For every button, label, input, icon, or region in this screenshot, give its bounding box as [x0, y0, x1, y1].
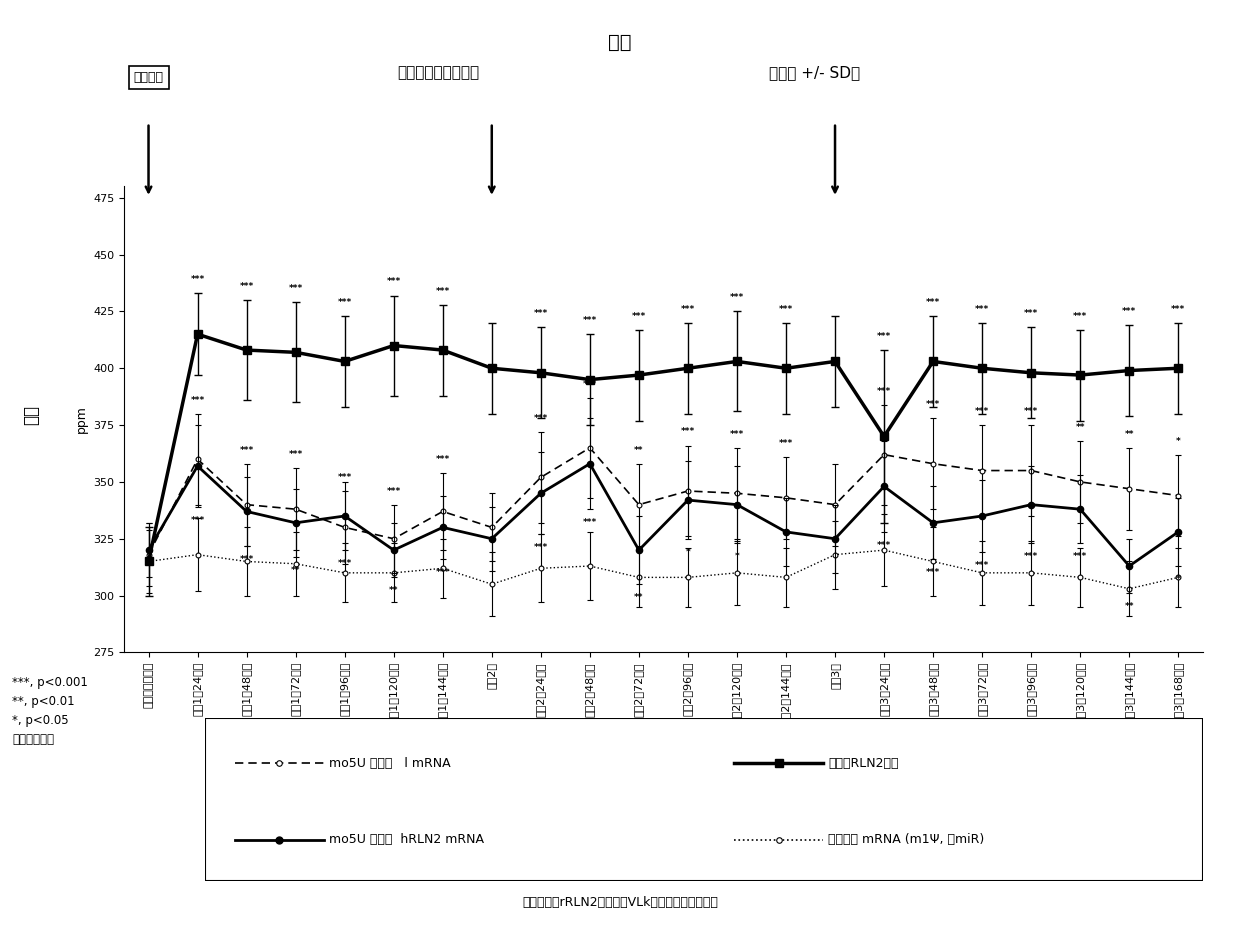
Text: ***: *** [681, 428, 696, 436]
Text: ***: *** [289, 450, 303, 459]
Text: ***: *** [435, 455, 450, 464]
Text: （白天周期平均数据: （白天周期平均数据 [397, 65, 479, 80]
Text: ***: *** [681, 305, 696, 314]
Text: mo5U 构建体   l mRNA: mo5U 构建体 l mRNA [330, 757, 451, 770]
Text: *: * [1176, 436, 1180, 445]
Y-axis label: ppm: ppm [74, 405, 88, 433]
Text: ***: *** [877, 387, 892, 395]
Text: ***: *** [631, 311, 646, 321]
Text: 心率: 心率 [22, 404, 40, 425]
Text: ***: *** [239, 555, 254, 564]
Text: ***: *** [337, 473, 352, 482]
Text: *: * [734, 553, 739, 561]
Text: ***: *** [926, 298, 940, 307]
Text: ***: *** [435, 286, 450, 295]
Text: ***: *** [975, 407, 990, 416]
Text: **: ** [634, 594, 644, 602]
Text: ***: *** [583, 518, 596, 528]
Text: **: ** [1125, 602, 1135, 611]
Text: ***: *** [877, 332, 892, 341]
Text: *: * [686, 548, 691, 556]
Text: **: ** [1125, 430, 1135, 439]
Text: ***: *** [337, 298, 352, 307]
Text: ***: *** [1122, 307, 1136, 316]
Text: ***: *** [387, 278, 401, 286]
Text: ***: *** [975, 305, 990, 314]
Text: ***: *** [583, 379, 596, 389]
Text: ***: *** [239, 282, 254, 291]
Text: **: ** [1075, 423, 1085, 432]
Text: ***: *** [533, 543, 548, 553]
Text: 荧光素酶 mRNA (m1Ψ, 无miR): 荧光素酶 mRNA (m1Ψ, 无miR) [828, 833, 985, 846]
Text: ***: *** [779, 439, 794, 447]
Text: ***: *** [877, 541, 892, 550]
Text: 心率: 心率 [609, 33, 631, 51]
Text: ***: *** [730, 430, 744, 439]
Text: **: ** [291, 566, 300, 575]
Text: ***: *** [975, 561, 990, 570]
Text: ***: *** [191, 275, 205, 284]
Text: **: ** [389, 586, 398, 596]
Text: 重组人RLN2蛋白: 重组人RLN2蛋白 [828, 757, 899, 770]
Text: ***: *** [191, 516, 205, 525]
Text: ***: *** [926, 569, 940, 577]
Text: ***: *** [730, 294, 744, 302]
Text: ***: *** [1024, 407, 1038, 416]
Text: ***: *** [533, 414, 548, 423]
Text: ***: *** [289, 284, 303, 294]
Text: ***: *** [779, 305, 794, 314]
Text: ***: *** [1073, 311, 1087, 321]
Text: ***: *** [1171, 305, 1185, 314]
Text: ***: *** [337, 559, 352, 569]
Text: ***: *** [191, 395, 205, 404]
Text: ***, p<0.001
**, p<0.01
*, p<0.05
对比荧光素酶: ***, p<0.001 **, p<0.01 *, p<0.05 对比荧光素酶 [12, 676, 88, 746]
Text: ***: *** [1024, 553, 1038, 561]
Text: ***: *** [1073, 553, 1087, 561]
Text: ***: *** [533, 309, 548, 318]
Text: *: * [1176, 575, 1180, 584]
Text: 治疗开始: 治疗开始 [134, 71, 164, 84]
Text: mo5U 野生型  hRLN2 mRNA: mo5U 野生型 hRLN2 mRNA [330, 833, 485, 846]
Text: ，均值 +/- SD）: ，均值 +/- SD） [769, 65, 859, 80]
Text: **: ** [634, 445, 644, 455]
Text: ***: *** [435, 569, 450, 577]
Text: 注释：所有rRLN2数据点与VLk数据点均显著不同。: 注释：所有rRLN2数据点与VLk数据点均显著不同。 [522, 896, 718, 909]
Text: ***: *** [387, 487, 401, 496]
Text: ***: *** [1024, 309, 1038, 318]
Text: ***: *** [926, 400, 940, 409]
Text: ***: *** [583, 316, 596, 325]
Text: ***: *** [239, 445, 254, 455]
